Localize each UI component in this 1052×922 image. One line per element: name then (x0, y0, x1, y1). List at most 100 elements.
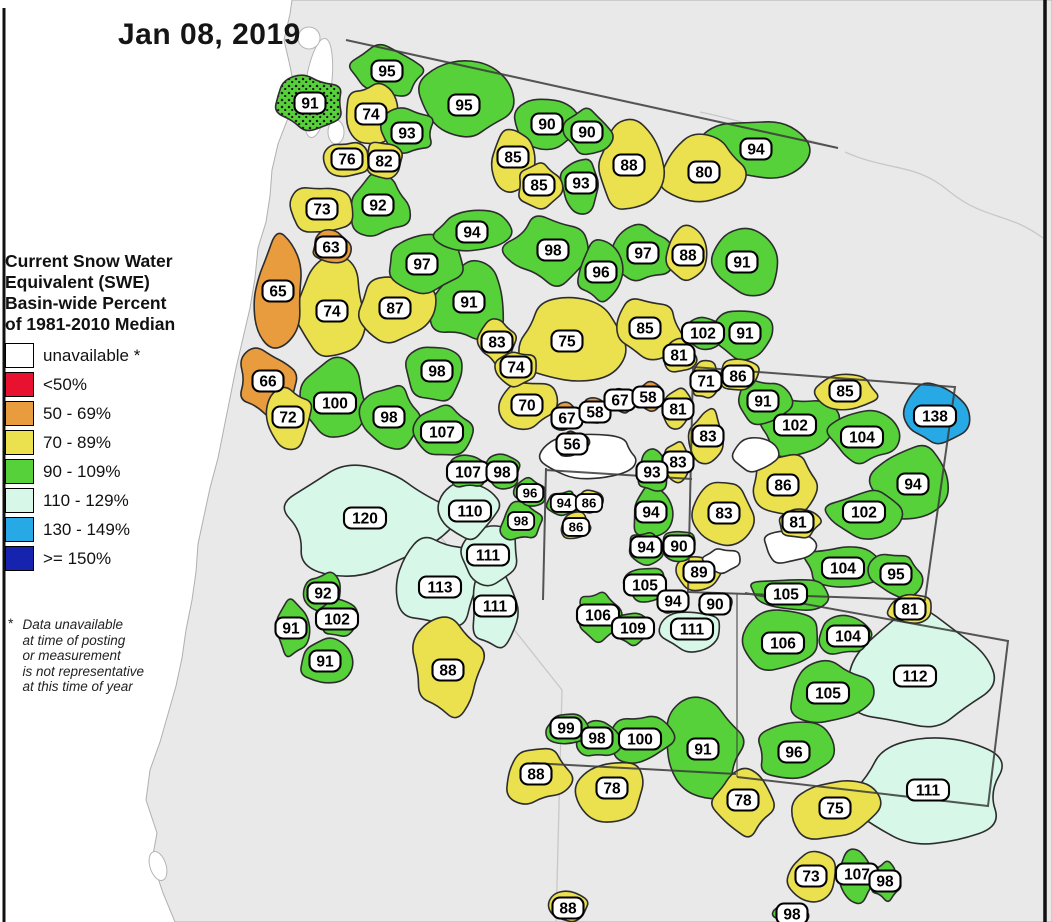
basin-label-70[interactable]: 70 (510, 393, 544, 417)
basin-label-71[interactable]: 71 (689, 369, 723, 393)
basin-label-83[interactable]: 83 (707, 501, 741, 525)
basin-area-unavailable[interactable] (731, 436, 780, 473)
basin-label-83[interactable]: 83 (661, 450, 695, 474)
basin-label-85[interactable]: 85 (828, 379, 862, 403)
basin-label-87[interactable]: 87 (378, 296, 412, 320)
basin-label-106[interactable]: 106 (575, 603, 621, 627)
basin-label-90[interactable]: 90 (662, 534, 696, 558)
basin-label-94[interactable]: 94 (634, 500, 668, 524)
basin-label-98[interactable]: 98 (420, 359, 454, 383)
basin-label-111[interactable]: 111 (669, 617, 715, 641)
basin-label-93[interactable]: 93 (635, 460, 669, 484)
basin-label-92[interactable]: 92 (306, 581, 340, 605)
basin-label-98[interactable]: 98 (372, 405, 406, 429)
basin-label-104[interactable]: 104 (825, 624, 871, 648)
basin-label-113[interactable]: 113 (417, 575, 463, 599)
basin-label-111[interactable]: 111 (905, 778, 951, 802)
basin-label-75[interactable]: 75 (818, 796, 852, 820)
basin-label-91[interactable]: 91 (686, 737, 720, 761)
basin-label-75[interactable]: 75 (550, 329, 584, 353)
basin-label-111[interactable]: 111 (465, 543, 511, 567)
basin-label-105[interactable]: 105 (763, 582, 809, 606)
basin-label-96[interactable]: 96 (777, 740, 811, 764)
basin-label-94[interactable]: 94 (455, 220, 489, 244)
basin-label-85[interactable]: 85 (522, 173, 556, 197)
basin-label-76[interactable]: 76 (330, 147, 364, 171)
basin-label-90[interactable]: 90 (570, 120, 604, 144)
basin-label-73[interactable]: 73 (305, 197, 339, 221)
basin-label-98[interactable]: 98 (485, 460, 519, 484)
basin-label-67[interactable]: 67 (603, 388, 637, 412)
basin-label-88[interactable]: 88 (612, 153, 646, 177)
basin-label-88[interactable]: 88 (431, 658, 465, 682)
basin-label-58[interactable]: 58 (578, 400, 612, 424)
basin-label-102[interactable]: 102 (841, 500, 887, 524)
basin-label-90[interactable]: 90 (698, 592, 732, 616)
basin-label-81[interactable]: 81 (661, 397, 695, 421)
basin-label-91[interactable]: 91 (728, 321, 762, 345)
basin-label-85[interactable]: 85 (628, 316, 662, 340)
basin-label-100[interactable]: 100 (312, 391, 358, 415)
basin-label-93[interactable]: 93 (564, 171, 598, 195)
basin-label-88[interactable]: 88 (551, 896, 585, 920)
basin-label-98[interactable]: 98 (506, 511, 536, 531)
basin-label-102[interactable]: 102 (772, 413, 818, 437)
basin-label-85[interactable]: 85 (496, 145, 530, 169)
basin-label-66[interactable]: 66 (251, 369, 285, 393)
basin-label-98[interactable]: 98 (536, 238, 570, 262)
basin-label-72[interactable]: 72 (271, 405, 305, 429)
basin-label-100[interactable]: 100 (617, 727, 663, 751)
basin-label-94[interactable]: 94 (549, 493, 579, 513)
basin-label-83[interactable]: 83 (691, 424, 725, 448)
basin-label-104[interactable]: 104 (839, 425, 885, 449)
basin-label-93[interactable]: 93 (390, 121, 424, 145)
basin-label-78[interactable]: 78 (726, 788, 760, 812)
basin-label-88[interactable]: 88 (671, 243, 705, 267)
basin-label-91[interactable]: 91 (452, 290, 486, 314)
basin-label-74[interactable]: 74 (315, 299, 349, 323)
basin-label-111[interactable]: 111 (472, 594, 518, 618)
basin-label-86[interactable]: 86 (561, 517, 591, 537)
basin-label-102[interactable]: 102 (680, 321, 726, 345)
basin-label-110[interactable]: 110 (447, 499, 493, 523)
basin-label-58[interactable]: 58 (631, 385, 665, 409)
basin-label-94[interactable]: 94 (896, 472, 930, 496)
basin-label-98[interactable]: 98 (580, 726, 614, 750)
basin-label-95[interactable]: 95 (879, 562, 913, 586)
basin-label-78[interactable]: 78 (595, 776, 629, 800)
basin-label-105[interactable]: 105 (805, 681, 851, 705)
basin-label-74[interactable]: 74 (499, 355, 533, 379)
basin-label-138[interactable]: 138 (912, 404, 958, 428)
basin-label-86[interactable]: 86 (721, 364, 755, 388)
basin-label-86[interactable]: 86 (766, 473, 800, 497)
basin-label-106[interactable]: 106 (760, 631, 806, 655)
basin-label-73[interactable]: 73 (794, 864, 828, 888)
basin-label-112[interactable]: 112 (892, 664, 938, 688)
basin-label-90[interactable]: 90 (530, 112, 564, 136)
basin-label-65[interactable]: 65 (261, 279, 295, 303)
basin-label-105[interactable]: 105 (622, 573, 668, 597)
basin-label-120[interactable]: 120 (342, 506, 388, 530)
basin-label-81[interactable]: 81 (781, 510, 815, 534)
basin-label-94[interactable]: 94 (629, 535, 663, 559)
basin-label-91[interactable]: 91 (274, 616, 308, 640)
basin-label-107[interactable]: 107 (445, 460, 491, 484)
basin-label-107[interactable]: 107 (419, 420, 465, 444)
basin-label-95[interactable]: 95 (447, 93, 481, 117)
basin-area-unavailable[interactable] (763, 530, 818, 564)
basin-label-67[interactable]: 67 (550, 406, 584, 430)
basin-label-74[interactable]: 74 (354, 102, 388, 126)
basin-label-86[interactable]: 86 (574, 493, 604, 513)
basin-label-91[interactable]: 91 (308, 649, 342, 673)
basin-label-91[interactable]: 91 (293, 91, 327, 115)
basin-label-89[interactable]: 89 (682, 560, 716, 584)
basin-label-91[interactable]: 91 (746, 389, 780, 413)
basin-label-97[interactable]: 97 (405, 252, 439, 276)
basin-label-96[interactable]: 96 (515, 483, 545, 503)
basin-label-94[interactable]: 94 (656, 589, 690, 613)
basin-label-83[interactable]: 83 (480, 330, 514, 354)
basin-label-92[interactable]: 92 (361, 193, 395, 217)
basin-label-97[interactable]: 97 (626, 241, 660, 265)
basin-label-88[interactable]: 88 (519, 762, 553, 786)
basin-label-96[interactable]: 96 (584, 260, 618, 284)
